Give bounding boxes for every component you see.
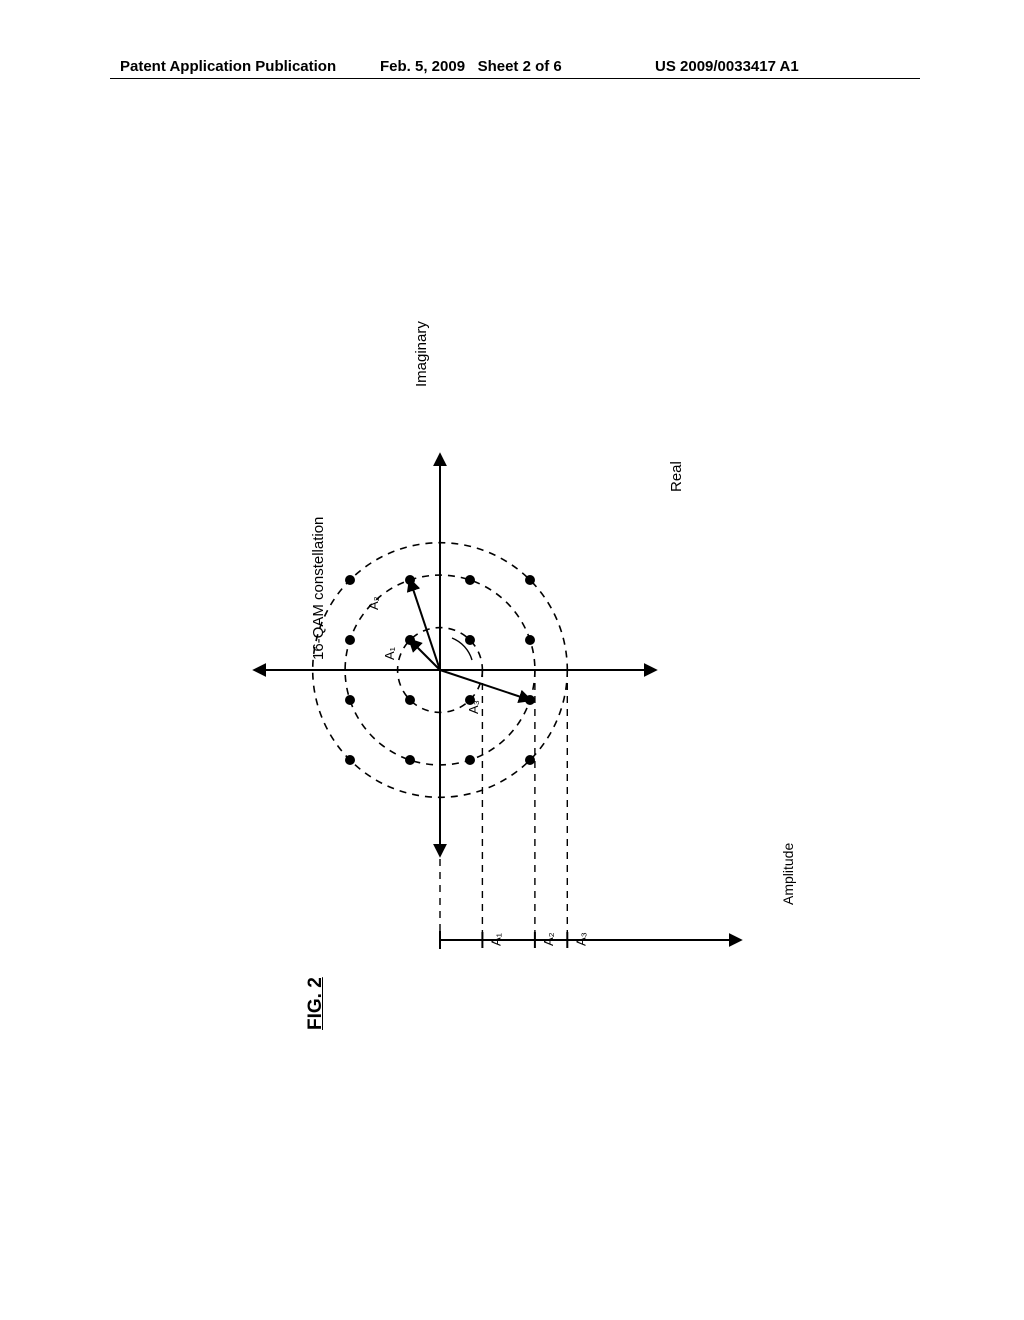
constellation-point (465, 755, 475, 765)
header-rule (110, 78, 920, 79)
amplitude-vector (440, 670, 530, 700)
vector-label: A₁ (382, 646, 397, 660)
constellation-point (525, 635, 535, 645)
constellation-diagram: A₁ A₂ A₃ A₁ A₂ A₃ (0, 170, 1024, 1150)
header-date-sheet: Feb. 5, 2009 Sheet 2 of 6 (380, 58, 562, 75)
amplitude-tick-label: A₁ (488, 932, 503, 946)
header-patent-number: US 2009/0033417 A1 (655, 58, 799, 75)
page: Patent Application Publication Feb. 5, 2… (0, 0, 1024, 1320)
constellation-point (405, 755, 415, 765)
constellation-point (525, 755, 535, 765)
constellation-point (465, 575, 475, 585)
amplitude-tick-label: A₂ (541, 932, 556, 946)
vector-label: A₃ (466, 700, 481, 714)
vector-label: A₂ (366, 596, 381, 610)
amplitude-vector (410, 580, 440, 670)
constellation-point (345, 695, 355, 705)
amplitude-tick-label: A₃ (573, 932, 588, 946)
constellation-point (345, 635, 355, 645)
constellation-point (405, 695, 415, 705)
figure-area: 16-QAM constellation Imaginary Real Ampl… (0, 170, 1024, 1150)
constellation-point (525, 575, 535, 585)
constellation-point (465, 635, 475, 645)
constellation-point (345, 755, 355, 765)
header-publication: Patent Application Publication (120, 58, 336, 75)
constellation-point (345, 575, 355, 585)
